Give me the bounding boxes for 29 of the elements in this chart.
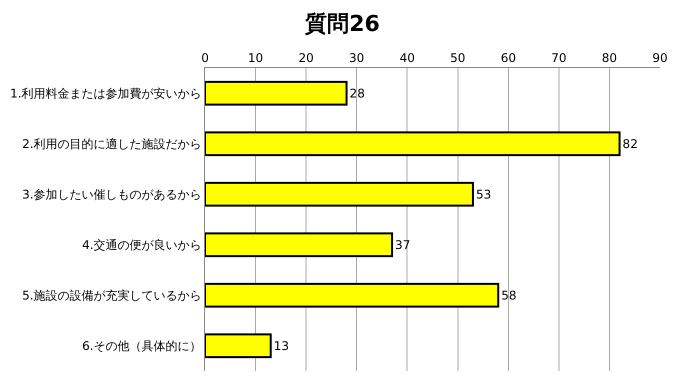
x-tick-label: 10 [248,51,264,66]
bar [205,282,500,308]
x-tick-label: 90 [652,51,668,66]
x-tick-label: 70 [551,51,567,66]
data-label: 58 [501,288,516,302]
x-tick-label: 20 [298,51,314,66]
y-tick-label: 2.利用の目的に適した施設だから [22,136,202,151]
y-tick-label: 3.参加したい催しものがあるから [22,187,202,202]
x-tick-label: 30 [349,51,364,66]
x-tick-label: 0 [201,51,209,66]
y-tick-label: 6.その他（具体的に） [82,338,202,353]
chart-title: 質問26 [304,10,380,37]
bar [205,131,621,156]
data-label: 82 [622,136,638,151]
x-tick-label: 40 [400,51,415,66]
x-tick-label: 50 [450,51,466,66]
bar [205,182,474,207]
y-tick-label: 1.利用料金または参加費が安いから [10,86,202,100]
x-tick-label: 60 [500,51,516,66]
bar [205,333,272,358]
x-tick-label: 80 [602,51,618,66]
data-label: 13 [274,338,289,353]
data-label: 37 [395,238,410,252]
data-label: 28 [350,86,365,100]
bar [205,232,394,258]
data-label: 53 [476,187,492,202]
bar [205,80,348,106]
y-tick-label: 5.施設の設備が充実しているから [22,288,202,302]
y-tick-label: 4.交通の便が良いから [82,238,202,252]
